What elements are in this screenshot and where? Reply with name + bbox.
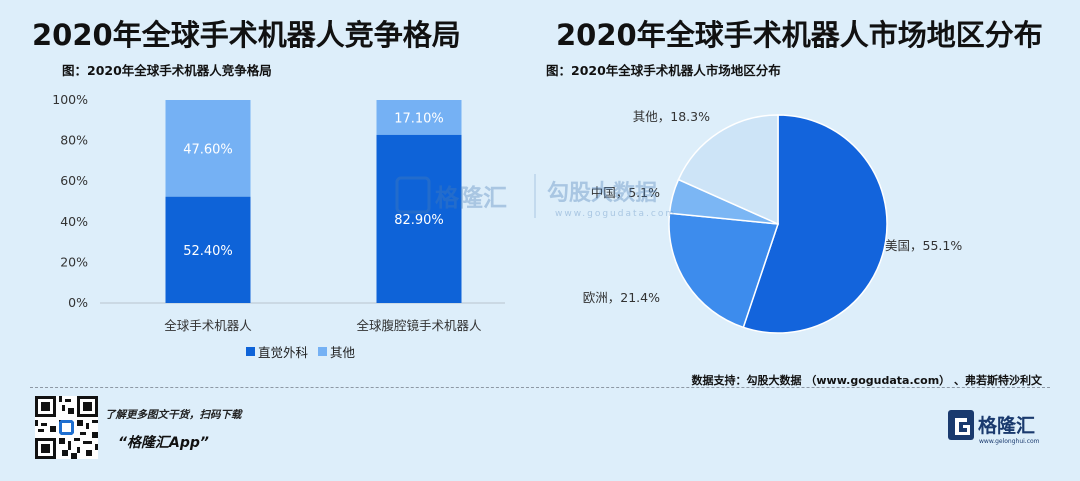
bar-segment	[376, 100, 462, 135]
legend-swatch-intuitive	[246, 347, 255, 356]
pie-slice	[742, 114, 888, 334]
bar-segment	[376, 134, 462, 303]
logo-text: 格隆汇	[978, 414, 1035, 437]
pie-slice-label: 其他，18.3%	[633, 109, 710, 124]
stacked-bar-chart: 0% 20% 40% 60% 80% 100% 52.40% 47.60% 全球手术机器人 82.…	[52, 92, 505, 333]
footer-app-name: “格隆汇App”	[118, 435, 209, 451]
bar-segment	[165, 100, 251, 197]
data-source: 数据支持：勾股大数据 （www.gogudata.com） 、弗若斯特沙利文	[691, 374, 1042, 387]
pie-slice	[677, 114, 779, 226]
y-tick-label: 80%	[60, 133, 88, 148]
region-pie-chart: 美国，55.1% 欧洲，21.4% 中国，5.1% 其他，18.3%	[583, 109, 962, 334]
bar-value-label: 17.10%	[394, 111, 444, 126]
gelonghui-logo: 格隆汇 www.gelonghui.com	[948, 410, 1040, 445]
pie-slice	[668, 212, 780, 329]
right-chart-subtitle: 图：2020年全球手术机器人市场地区分布	[546, 63, 781, 78]
footer-tagline: 了解更多图文干货，扫码下载	[105, 409, 242, 421]
qr-code	[35, 396, 98, 459]
left-chart-subtitle: 图：2020年全球手术机器人竞争格局	[62, 63, 272, 78]
legend-swatch-other	[318, 347, 328, 356]
x-category-label: 全球手术机器人	[164, 318, 252, 333]
bar-value-label: 52.40%	[183, 244, 233, 259]
right-chart-title: 2020年全球手术机器人市场地区分布	[556, 18, 1043, 52]
y-tick-label: 100%	[52, 92, 88, 107]
bar-legend: 直觉外科 其他	[246, 342, 355, 361]
legend-item-intuitive: 直觉外科	[246, 342, 308, 361]
footer-divider	[30, 387, 1050, 388]
logo-url: www.gelonghui.com	[979, 438, 1040, 445]
legend-label-intuitive: 直觉外科	[258, 345, 309, 360]
y-tick-label: 40%	[60, 214, 88, 229]
left-chart-title: 2020年全球手术机器人竞争格局	[32, 18, 461, 52]
legend-label-other: 其他	[330, 345, 356, 360]
bar-value-label: 47.60%	[183, 142, 233, 157]
y-tick-label: 0%	[68, 295, 88, 310]
x-category-label: 全球腹腔镜手术机器人	[356, 318, 482, 333]
bar-segment	[165, 196, 251, 303]
pie-slice-label: 美国，55.1%	[885, 238, 962, 253]
y-tick-label: 20%	[60, 254, 88, 269]
bar-value-label: 82.90%	[394, 213, 444, 228]
legend-item-other: 其他	[318, 342, 355, 361]
y-tick-label: 60%	[60, 173, 88, 188]
pie-slice-label: 欧洲，21.4%	[583, 290, 660, 305]
pie-slice-label: 中国，5.1%	[591, 185, 660, 200]
